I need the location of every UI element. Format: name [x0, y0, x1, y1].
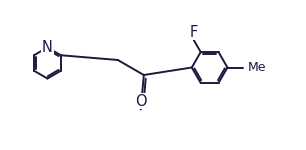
Text: F: F	[190, 25, 198, 40]
Text: N: N	[42, 40, 53, 55]
Text: Me: Me	[248, 61, 267, 74]
Text: O: O	[135, 94, 147, 109]
